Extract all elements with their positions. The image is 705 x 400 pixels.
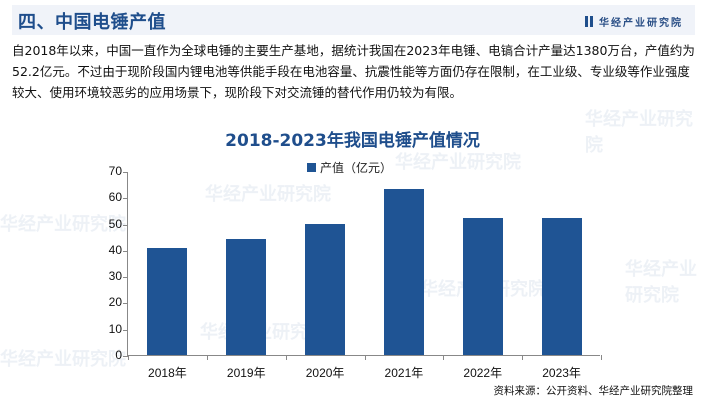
x-axis-label: 2020年 — [305, 366, 345, 380]
x-axis-tick — [128, 355, 129, 360]
legend-label: 产值（亿元） — [320, 161, 393, 175]
watermark: 华经产业研究院 — [395, 152, 521, 173]
y-axis-tick — [123, 198, 128, 200]
y-axis-tick — [123, 250, 128, 252]
x-axis-tick — [285, 355, 287, 360]
x-axis-label: 2023年 — [542, 366, 581, 380]
y-axis-tick-label: 60 — [108, 190, 122, 205]
watermark: 华经产业研究院 — [625, 259, 697, 306]
x-axis-tick — [522, 355, 524, 360]
bar-2020年 — [305, 223, 346, 355]
y-axis-tick — [123, 277, 128, 279]
source-note: 资料来源：公开资料、华经产业研究院整理 — [493, 385, 694, 397]
chart-title: 2018-2023年我国电锤产值情况 — [225, 131, 480, 151]
bar-2023年 — [541, 217, 582, 355]
y-axis-tick-label: 30 — [108, 269, 122, 284]
bar-2019年 — [226, 238, 267, 355]
y-axis-tick-label: 0 — [115, 348, 122, 362]
section-title: 四、中国电锤产值 — [18, 12, 166, 33]
x-axis-tick — [443, 355, 445, 360]
chart-legend: 产值（亿元） — [307, 159, 392, 176]
y-axis-tick — [123, 172, 128, 173]
x-axis-label: 2021年 — [384, 366, 424, 380]
y-axis-tick-label: 50 — [108, 216, 122, 231]
logo-text: 华经产业研究院 — [599, 18, 683, 29]
bar-2018年 — [147, 247, 188, 355]
y-axis-tick — [123, 303, 128, 305]
chart-plot-area: 0 10 20 30 40 50 60 70 2018年 2019年 2020年 2021年 2022年… — [109, 164, 602, 380]
y-axis-tick — [123, 329, 128, 331]
x-axis-tick — [206, 355, 208, 360]
x-axis-label: 2018年 — [148, 366, 187, 380]
x-axis-label: 2019年 — [226, 366, 266, 380]
logo: 华经产业研究院 — [585, 14, 683, 29]
x-axis-tick — [601, 355, 602, 360]
legend-swatch — [307, 163, 316, 172]
description-paragraph: 自2018年以来，中国一直作为全球电锤的主要生产基地，据统计我国在2023年电锤… — [12, 43, 695, 100]
bar-2021年 — [383, 188, 424, 355]
logo-icon — [585, 16, 594, 27]
y-axis-tick-label: 10 — [108, 321, 122, 336]
y-axis-tick-label: 40 — [108, 242, 122, 257]
y-axis-tick-label: 70 — [108, 164, 122, 178]
bar-2022年 — [462, 218, 503, 355]
x-axis-tick — [364, 355, 366, 360]
y-axis-tick — [123, 224, 128, 226]
section-header: 四、中国电锤产值 华经产业研究院 — [12, 5, 695, 35]
y-axis-tick-label: 20 — [108, 295, 122, 310]
y-axis-tick — [123, 356, 128, 357]
x-axis-label: 2022年 — [463, 366, 503, 380]
